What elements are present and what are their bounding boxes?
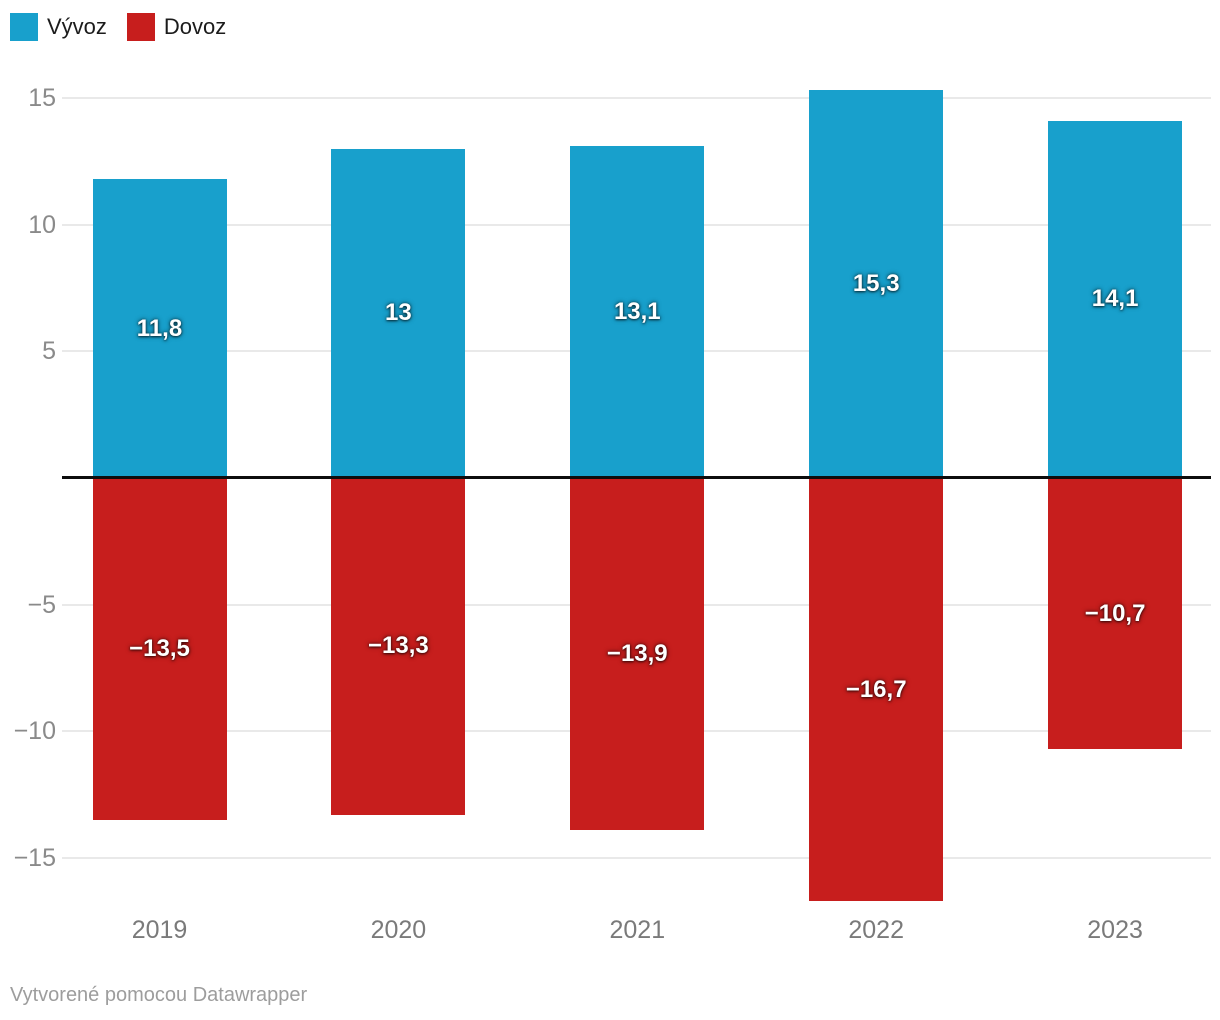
- bar-dovoz: [1048, 478, 1183, 750]
- bar-vyvoz: [1048, 120, 1183, 478]
- y-axis-tick-label: 10: [28, 210, 56, 239]
- y-axis-tick-label: 15: [28, 84, 56, 113]
- bar-value-label-dovoz: −13,9: [606, 640, 668, 668]
- y-axis-tick-label: 5: [42, 337, 56, 366]
- bar-value-label-vyvoz: 14,1: [1091, 285, 1139, 313]
- bar-value-label-vyvoz: 13: [385, 299, 412, 327]
- bar-dovoz: [809, 478, 944, 901]
- bar-value-label-vyvoz: 15,3: [852, 270, 900, 298]
- legend-item-dovoz: Dovoz: [126, 11, 227, 43]
- bar-value-label-vyvoz: 13,1: [613, 298, 661, 326]
- x-axis-tick-label: 2023: [1087, 916, 1143, 944]
- bar-vyvoz: [809, 90, 944, 478]
- bar-vyvoz: [570, 146, 705, 478]
- bar-vyvoz: [92, 179, 227, 478]
- legend-swatch-dovoz: [126, 13, 155, 41]
- y-axis-tick-label: −5: [27, 590, 56, 619]
- bar-vyvoz: [331, 148, 466, 478]
- bar-value-label-dovoz: −13,3: [368, 632, 429, 660]
- zero-line: [62, 476, 1211, 479]
- bar-value-label-dovoz: −16,7: [845, 675, 907, 703]
- gridline: [62, 97, 1211, 100]
- legend-label-vyvoz: Vývoz: [47, 14, 107, 39]
- y-axis-tick-label: −15: [13, 843, 56, 872]
- y-axis-tick-label: −10: [13, 717, 56, 746]
- bar-value-label-dovoz: −13,5: [129, 634, 190, 662]
- bar-value-label-vyvoz: 11,8: [136, 314, 183, 342]
- x-axis-tick-label: 2020: [370, 916, 427, 944]
- legend-swatch-vyvoz: [10, 13, 38, 41]
- gridline: [62, 856, 1211, 859]
- bar-dovoz: [92, 478, 227, 820]
- legend-label-dovoz: Dovoz: [163, 14, 227, 39]
- bar-value-label-dovoz: −10,7: [1084, 599, 1146, 627]
- bar-dovoz: [570, 478, 705, 831]
- x-axis-tick-label: 2022: [848, 916, 904, 944]
- x-axis-tick-label: 2021: [609, 916, 666, 944]
- legend-item-vyvoz: Vývoz: [10, 11, 107, 43]
- x-axis-tick-label: 2019: [131, 916, 188, 944]
- chart-legend: Vývoz Dovoz: [10, 11, 246, 43]
- bar-dovoz: [331, 478, 466, 815]
- attribution-text: Vytvorené pomocou Datawrapper: [10, 984, 308, 1006]
